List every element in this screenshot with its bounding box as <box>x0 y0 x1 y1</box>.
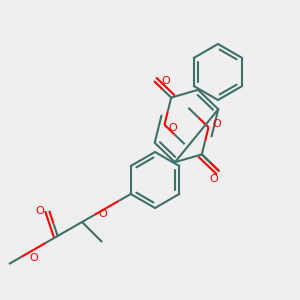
Text: O: O <box>162 76 170 86</box>
Text: O: O <box>210 174 218 184</box>
Text: O: O <box>168 123 177 133</box>
Text: O: O <box>29 253 38 263</box>
Text: O: O <box>35 206 44 216</box>
Text: O: O <box>212 119 221 129</box>
Text: O: O <box>98 209 107 219</box>
